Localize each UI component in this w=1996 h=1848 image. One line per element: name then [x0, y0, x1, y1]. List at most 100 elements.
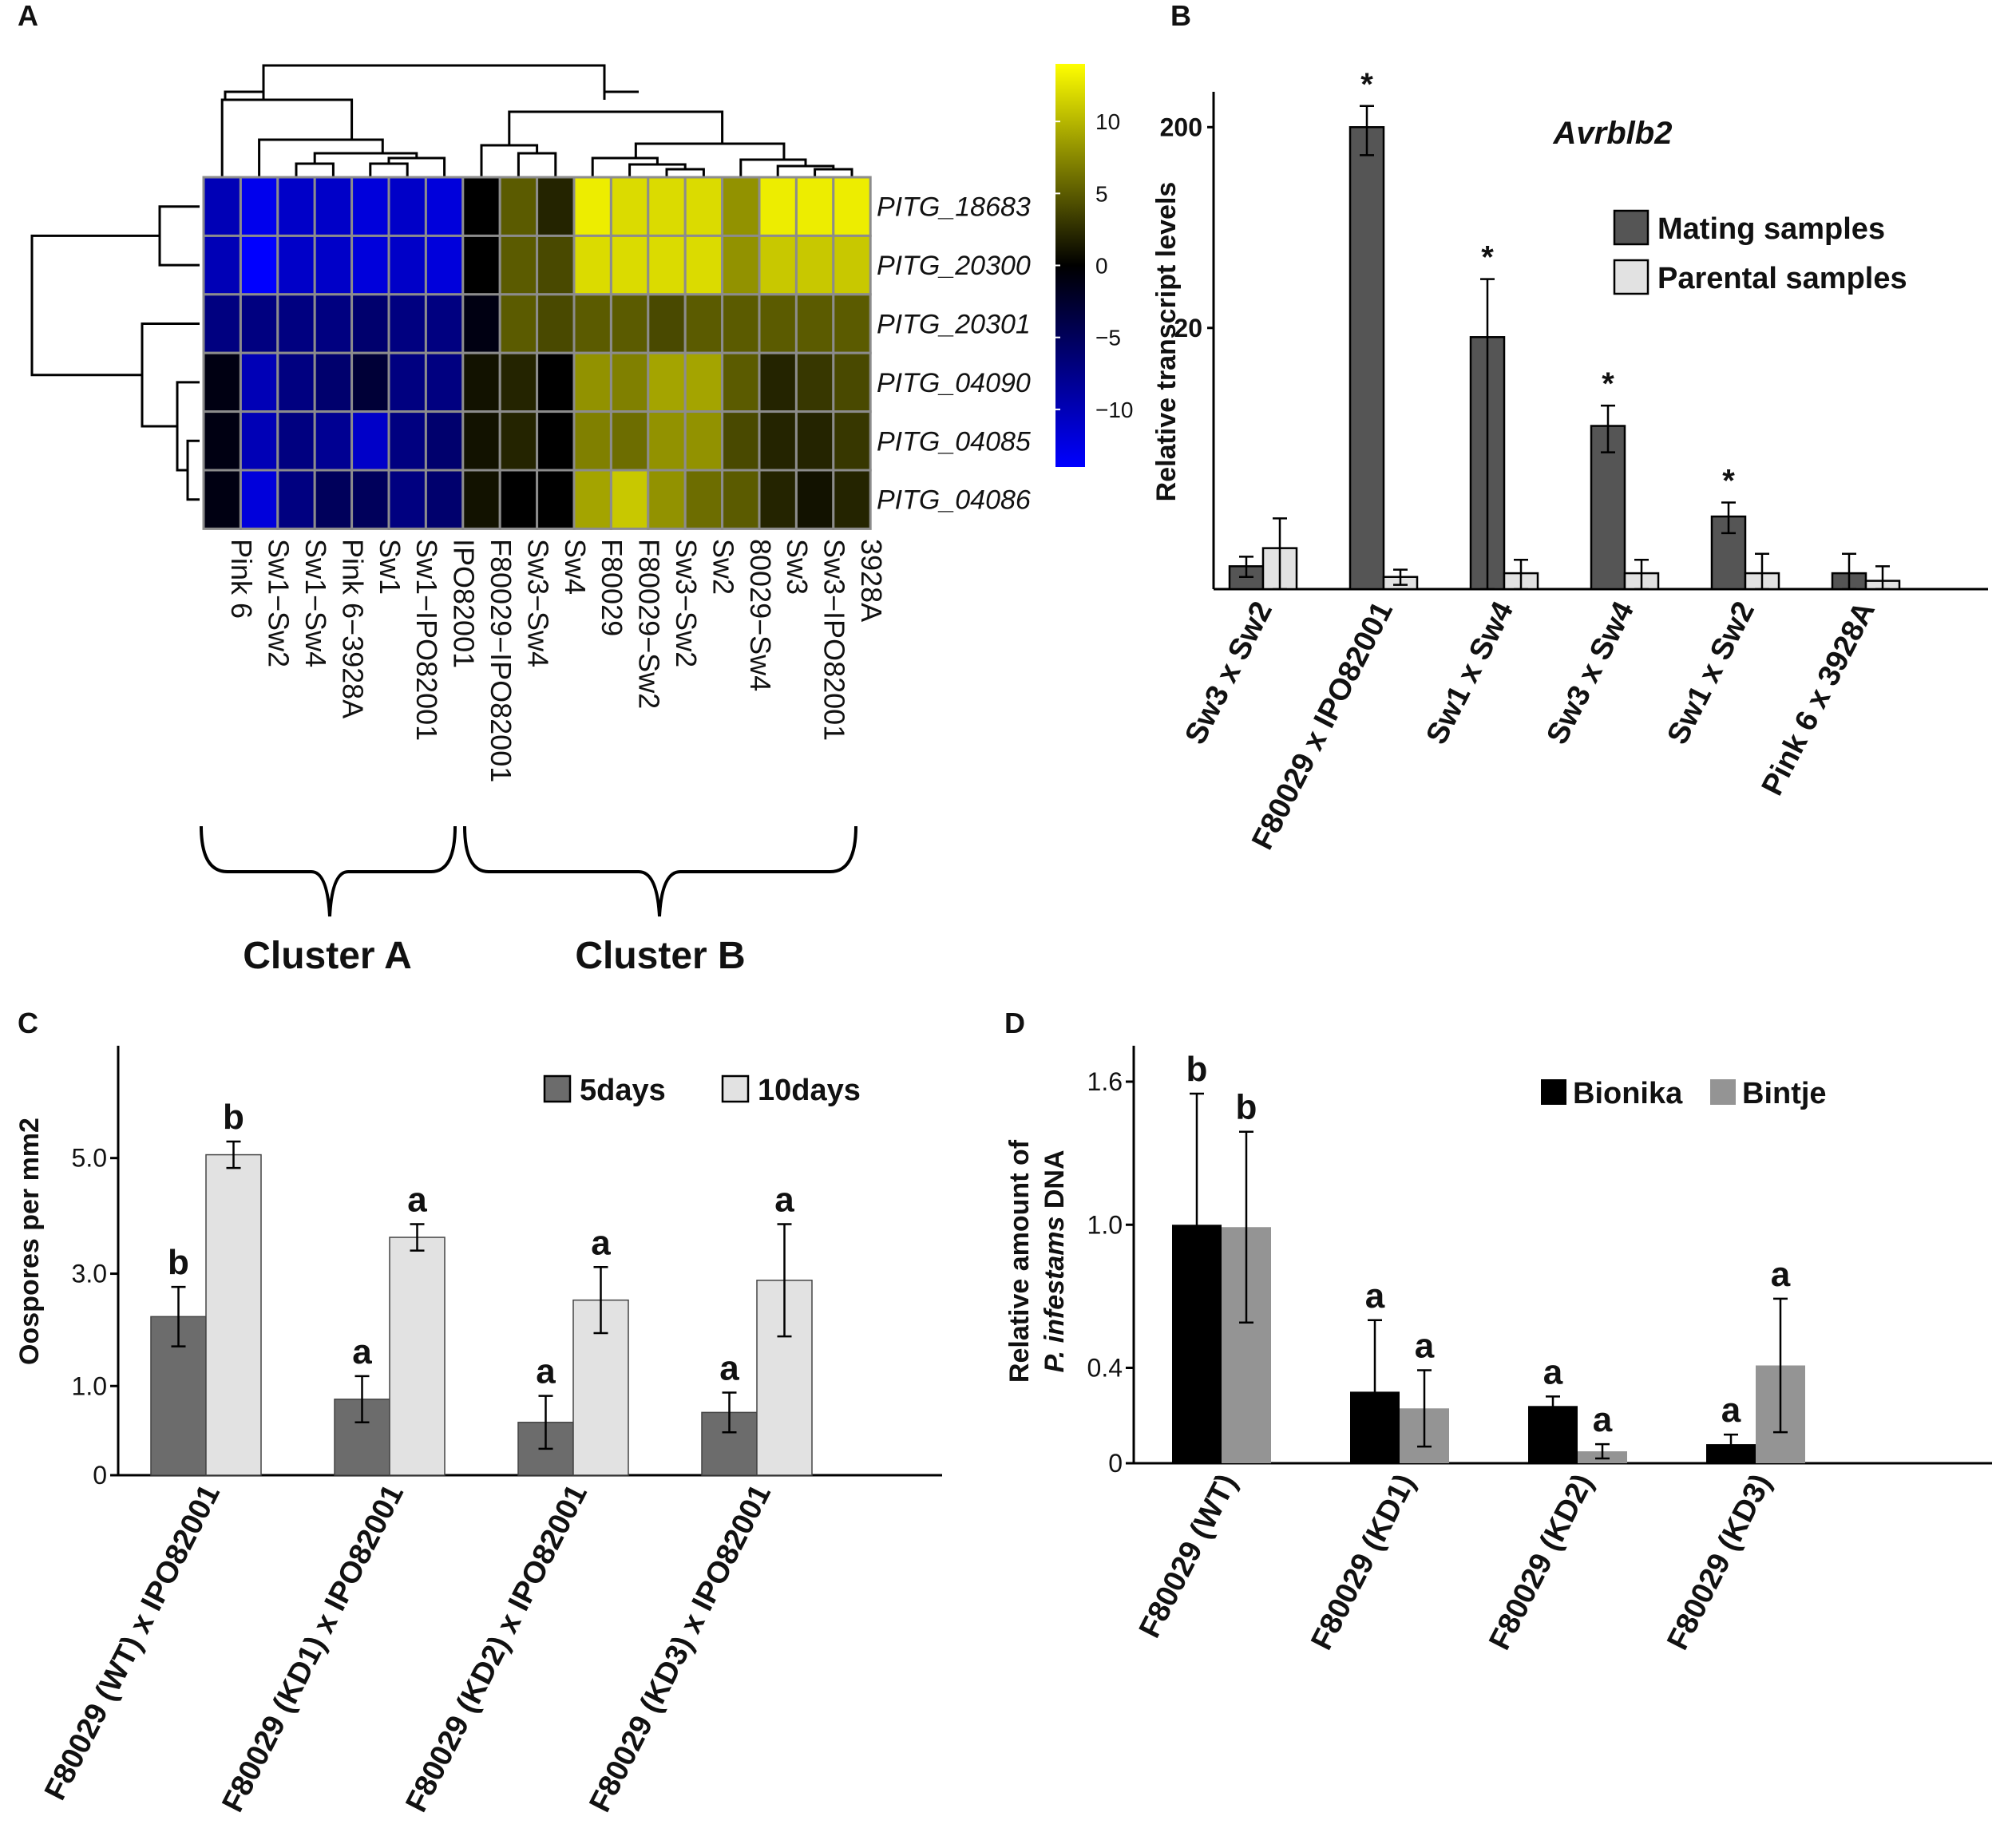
- heatmap-column-label: F80029−IPO82001: [485, 539, 517, 782]
- error-bar: [1601, 404, 1615, 453]
- category-label: F80029 (WT) x IPO82001: [38, 1479, 227, 1806]
- significance-letter: a: [1415, 1326, 1435, 1365]
- y-tick-label: 1.6: [1087, 1067, 1123, 1096]
- y-tick-label: 200: [1160, 113, 1202, 141]
- legend-label: 10days: [758, 1074, 861, 1107]
- heatmap-column-label: Sw1−IPO82001: [410, 539, 443, 741]
- heatmap-cell: [572, 176, 612, 237]
- heatmap-cell: [461, 176, 501, 237]
- heatmap-row-label: PITG_04086: [877, 485, 1031, 516]
- heatmap-cell: [461, 351, 501, 414]
- heatmap-cell: [832, 234, 872, 296]
- error-bar: [1360, 105, 1374, 156]
- significance-marker: *: [1481, 240, 1494, 275]
- heatmap-cell: [758, 410, 798, 472]
- row-dendrogram: [30, 205, 200, 501]
- error-bar: [777, 1223, 792, 1338]
- error-bar: [171, 1285, 186, 1347]
- dna-bar-chart: 0 0.4 1.0 1.6 Relative amount of P. infestams…: [1004, 1046, 1992, 1656]
- error-bar: [1546, 1395, 1560, 1417]
- significance-marker: *: [1360, 67, 1373, 102]
- significance-letter: b: [223, 1098, 244, 1137]
- heatmap-column-label: F80029: [596, 539, 628, 636]
- heatmap-cell: [276, 351, 316, 414]
- significance-letter: b: [168, 1243, 189, 1282]
- y-tick-label: 1.0: [1087, 1210, 1123, 1239]
- heatmap-cell: [239, 410, 279, 472]
- heatmap-cell: [794, 351, 835, 414]
- y-axis-label: Relative transcript levels: [1151, 182, 1182, 502]
- heatmap-cell: [313, 293, 354, 354]
- chart-title: Avrblb2: [1553, 116, 1673, 151]
- heatmap-cell: [498, 351, 539, 414]
- significance-letter: a: [1721, 1391, 1741, 1430]
- heatmap-cell: [461, 410, 501, 472]
- significance-letter: a: [1593, 1400, 1613, 1439]
- heatmap-cell: [350, 176, 390, 237]
- error-bar: [1368, 1319, 1382, 1463]
- error-bar: [1417, 1369, 1432, 1448]
- panel-letter-a: A: [18, 0, 38, 32]
- heatmap-cell: [609, 234, 650, 296]
- heatmap-cell: [202, 469, 242, 530]
- heatmap-cell: [721, 410, 761, 472]
- heatmap-cell: [832, 351, 872, 414]
- heatmap-cell: [276, 293, 316, 354]
- heatmap-cell: [794, 410, 835, 472]
- heatmap-cell: [239, 469, 279, 530]
- heatmap-cell: [202, 410, 242, 472]
- oospores-bar-chart: 0 1.0 3.0 5.0 Oospores per mm2 b b F80029 (WT) …: [14, 1046, 942, 1818]
- y-tick-label: 5.0: [72, 1144, 107, 1173]
- heatmap-panel: PITG_18683 PITG_20300 PITG_20301 PITG_04090…: [30, 64, 1134, 977]
- heatmap-column-label: Sw3−Sw4: [521, 539, 554, 667]
- heatmap-column-label: Sw1−Sw2: [263, 539, 295, 667]
- heatmap-cell: [683, 293, 724, 354]
- heatmap-cell: [424, 234, 465, 296]
- heatmap-cell: [424, 176, 465, 237]
- significance-letter: a: [719, 1349, 739, 1388]
- transcript-bar-chart: 20 200 Relative transcript levels Avrblb2 Sw…: [1151, 67, 1988, 855]
- heatmap-row-label: PITG_20301: [877, 310, 1031, 340]
- heatmap-cell: [387, 176, 427, 237]
- heatmap-cell: [572, 293, 612, 354]
- legend-label: Parental samples: [1657, 262, 1907, 295]
- heatmap-cell: [202, 351, 242, 414]
- colorbar-tick-label: 10: [1095, 109, 1120, 134]
- legend-swatch: [1541, 1079, 1566, 1105]
- bar: [389, 1237, 446, 1476]
- heatmap-cell: [424, 293, 465, 354]
- panel-letter-d: D: [1004, 1007, 1025, 1039]
- heatmap-cell: [461, 469, 501, 530]
- category-label: Sw3 x Sw2: [1178, 596, 1279, 750]
- category-label: Sw3 x Sw4: [1540, 596, 1641, 750]
- significance-letter: a: [1365, 1276, 1385, 1316]
- heatmap-row-label: PITG_04090: [877, 368, 1031, 398]
- heatmap-cell: [758, 351, 798, 414]
- heatmap-cell: [350, 234, 390, 296]
- heatmap-row-label: PITG_04085: [877, 426, 1031, 457]
- legend-label: Bintje: [1742, 1077, 1827, 1110]
- heatmap-cell: [350, 410, 390, 472]
- heatmap-column-label: IPO82001: [448, 539, 481, 668]
- heatmap-cell: [832, 469, 872, 530]
- legend-swatch: [543, 1074, 572, 1103]
- heatmap-column-label: Sw1: [374, 539, 406, 595]
- cluster-braces: [200, 825, 857, 917]
- legend-label: 5days: [580, 1074, 666, 1107]
- heatmap-cell: [721, 234, 761, 296]
- significance-letter: b: [1186, 1050, 1208, 1089]
- panel-letter-c: C: [18, 1007, 38, 1039]
- category-label: F80029 (KD2): [1483, 1469, 1600, 1656]
- bar: [1348, 126, 1385, 591]
- heatmap-cell: [498, 410, 539, 472]
- error-bar: [538, 1395, 553, 1450]
- heatmap-column-label: F80029−Sw2: [633, 539, 666, 709]
- heatmap-cell: [683, 234, 724, 296]
- heatmap-column-label: Sw3−IPO82001: [818, 539, 851, 741]
- error-bar: [354, 1375, 370, 1424]
- error-bar: [1724, 1433, 1738, 1455]
- heatmap-cell: [832, 410, 872, 472]
- heatmap-row-labels: PITG_18683 PITG_20300 PITG_20301 PITG_04090…: [877, 192, 1031, 516]
- heatmap-cell: [424, 410, 465, 472]
